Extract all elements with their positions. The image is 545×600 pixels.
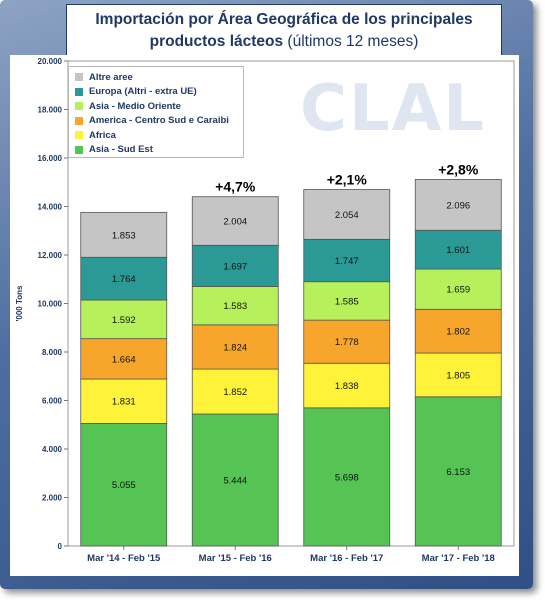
y-tick-label: 18.000: [38, 106, 63, 115]
chart-title: Importación por Área Geográfica de los p…: [66, 4, 502, 58]
bar-segment: [191, 413, 279, 547]
x-tick-label: Mar '16 - Feb '17: [310, 553, 383, 564]
legend-swatch: [75, 102, 83, 111]
bar-segment: [80, 256, 168, 301]
bar-value-label: 1.697: [223, 261, 247, 272]
y-tick-label: 8.000: [42, 348, 63, 357]
legend-label: America - Centro Sud e Caraibi: [89, 115, 229, 127]
bar-value-label: 1.601: [446, 245, 470, 256]
bar-segment: [414, 268, 502, 310]
y-tick-label: 0: [58, 542, 63, 551]
growth-annotation: +2,8%: [438, 161, 479, 177]
bar-segment: [80, 378, 168, 424]
legend-item: Asia - Sud Est: [75, 143, 239, 158]
y-axis-label: '000 Tons: [15, 285, 24, 322]
bar-value-label: 1.778: [335, 337, 359, 348]
bar-segment: [191, 286, 279, 326]
x-tick-label: Mar '17 - Feb '18: [422, 553, 495, 564]
x-tick-label: Mar '15 - Feb '16: [199, 553, 272, 564]
bar-segment: [303, 362, 391, 409]
y-tick-label: 10.000: [38, 300, 63, 309]
growth-annotation: +4,7%: [215, 179, 256, 195]
y-tick-label: 16.000: [38, 154, 63, 163]
y-tick-label: 20.000: [38, 57, 63, 66]
title-line-2-bold: productos lácteos: [149, 33, 284, 50]
y-tick-label: 4.000: [42, 445, 63, 454]
bar-segment: [414, 352, 502, 398]
bar-value-label: 5.055: [112, 480, 136, 491]
bar-value-label: 1.659: [446, 285, 470, 296]
bar-segment: [414, 179, 502, 231]
bar-value-label: 1.585: [335, 296, 359, 307]
bar-value-label: 5.444: [223, 475, 247, 486]
bar-segment: [414, 308, 502, 354]
legend-label: Asia - Sud Est: [89, 144, 153, 156]
bar-segment: [303, 407, 391, 547]
legend-label: Asia - Medio Oriente: [89, 100, 181, 112]
y-tick-label: 14.000: [38, 203, 63, 212]
bar-value-label: 1.583: [223, 301, 247, 312]
legend-swatch: [75, 87, 83, 96]
x-tick-label: Mar '14 - Feb '15: [87, 553, 161, 564]
bar-value-label: 2.004: [223, 217, 247, 228]
bar-segment: [303, 319, 391, 364]
bar-segment: [303, 281, 391, 321]
bar-value-label: 1.831: [112, 397, 136, 408]
legend-swatch: [75, 131, 83, 140]
bar-value-label: 5.698: [335, 472, 359, 483]
bar-value-label: 1.592: [112, 315, 136, 326]
legend-label: Europa (Altri - extra UE): [89, 86, 197, 98]
y-tick-label: 6.000: [42, 397, 63, 406]
bar-segment: [414, 396, 502, 547]
bar-value-label: 2.054: [335, 210, 359, 221]
growth-annotation: +2,1%: [327, 172, 368, 188]
bar-value-label: 1.664: [112, 354, 136, 365]
bar-value-label: 1.805: [446, 370, 470, 381]
y-tick-label: 2.000: [42, 494, 63, 503]
y-tick-label: 12.000: [38, 251, 63, 260]
bar-value-label: 1.852: [223, 387, 247, 398]
bar-value-label: 6.153: [446, 467, 470, 478]
legend-item: Europa (Altri - extra UE): [75, 85, 239, 100]
title-line-1: Importación por Área Geográfica de los p…: [95, 11, 473, 28]
legend-item: America - Centro Sud e Caraibi: [75, 114, 239, 129]
bar-segment: [303, 238, 391, 283]
legend-swatch: [75, 116, 83, 125]
bar-value-label: 1.838: [335, 381, 359, 392]
bar-segment: [191, 196, 279, 246]
bar-segment: [191, 244, 279, 287]
bar-segment: [303, 189, 391, 240]
bar-value-label: 1.764: [112, 274, 136, 285]
legend-swatch: [75, 145, 83, 154]
legend: Altre aree Europa (Altri - extra UE) Asia …: [68, 66, 244, 158]
bar-segment: [191, 324, 279, 370]
bar-value-label: 1.802: [446, 327, 470, 338]
legend-swatch: [75, 73, 83, 82]
clal-watermark: CLAL: [300, 72, 487, 146]
legend-item: Africa: [75, 128, 239, 143]
title-line-2: productos lácteos (últimos 12 meses): [67, 31, 501, 53]
bar-value-label: 1.853: [112, 230, 136, 241]
legend-item: Asia - Medio Oriente: [75, 99, 239, 114]
bar-value-label: 2.096: [446, 200, 470, 211]
bar-segment: [80, 338, 168, 380]
bar-value-label: 1.824: [223, 342, 247, 353]
legend-item: Altre aree: [75, 70, 239, 85]
legend-label: Africa: [89, 129, 116, 141]
title-line-2-rest: (últimos 12 meses): [283, 33, 419, 50]
bar-segment: [80, 299, 168, 340]
bar-segment: [80, 211, 168, 258]
legend-label: Altre aree: [89, 71, 133, 83]
bar-value-label: 1.747: [335, 256, 359, 267]
